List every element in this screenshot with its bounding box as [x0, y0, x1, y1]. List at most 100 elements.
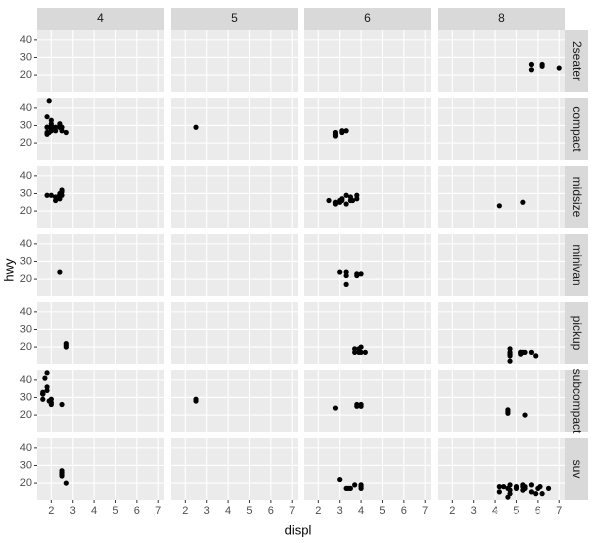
y-tick-label: 40 — [20, 102, 32, 114]
x-tick-label: 3 — [204, 505, 210, 517]
panel — [171, 166, 298, 228]
point — [347, 485, 353, 491]
point — [528, 349, 535, 355]
x-tick-label: 6 — [268, 505, 274, 517]
point — [358, 403, 364, 409]
point — [193, 396, 199, 402]
x-tick-label: 5 — [112, 505, 118, 517]
point — [496, 203, 502, 209]
y-tick-label: 30 — [20, 51, 32, 63]
point — [352, 482, 358, 488]
x-tick-label: 2 — [449, 505, 455, 517]
point — [352, 346, 358, 352]
point — [349, 197, 356, 204]
y-tick-label: 30 — [20, 255, 32, 267]
x-tick-label: 5 — [513, 505, 519, 517]
column-strip-label: 6 — [364, 11, 371, 25]
point — [507, 346, 513, 352]
point — [505, 407, 511, 413]
row-strip-label: midsize — [570, 177, 584, 218]
point — [522, 412, 528, 418]
x-tick-label: 6 — [401, 505, 407, 517]
point — [528, 67, 535, 73]
y-tick-label: 20 — [20, 341, 32, 353]
panel — [438, 370, 565, 432]
point — [46, 398, 52, 404]
point — [496, 484, 502, 490]
panel — [304, 166, 431, 228]
panel — [37, 30, 164, 92]
point — [59, 468, 65, 474]
y-tick-label: 20 — [20, 205, 32, 217]
point — [343, 192, 349, 198]
point — [520, 484, 526, 490]
point — [533, 491, 539, 497]
point — [507, 487, 513, 493]
row-strip-label: compact — [570, 106, 584, 152]
point — [356, 346, 362, 352]
panel — [438, 166, 565, 228]
panel — [37, 370, 164, 432]
point — [354, 192, 360, 198]
column-strip-label: 4 — [97, 11, 104, 25]
x-tick-label: 2 — [48, 505, 54, 517]
y-tick-label: 40 — [20, 306, 32, 318]
x-tick-label: 6 — [134, 505, 140, 517]
point — [59, 192, 65, 198]
point — [339, 129, 345, 136]
y-tick-label: 30 — [20, 459, 32, 471]
point — [528, 61, 535, 68]
point — [42, 375, 48, 381]
point — [337, 269, 343, 275]
row-strip-label: pickup — [570, 316, 584, 351]
point — [40, 391, 46, 397]
x-axis-title: displ — [285, 522, 312, 537]
y-tick-label: 20 — [20, 409, 32, 421]
point — [57, 269, 63, 275]
point — [528, 489, 535, 495]
point — [44, 384, 50, 390]
point — [343, 201, 349, 207]
row-strip — [565, 30, 588, 92]
point — [337, 476, 343, 483]
y-tick-label: 40 — [20, 238, 32, 250]
point — [358, 271, 364, 277]
x-tick-label: 4 — [91, 505, 97, 517]
y-axis-title: hwy — [1, 258, 16, 282]
x-tick-label: 2 — [182, 505, 188, 517]
y-tick-label: 40 — [20, 170, 32, 182]
panel — [438, 98, 565, 160]
x-tick-label: 7 — [556, 505, 562, 517]
point — [533, 353, 539, 359]
point — [545, 485, 552, 491]
point — [326, 197, 332, 204]
watermark: 知乎 @Claire — [478, 507, 567, 524]
panel — [304, 98, 431, 160]
x-tick-label: 7 — [422, 505, 428, 517]
point — [343, 281, 349, 287]
point — [507, 482, 513, 488]
point — [518, 349, 524, 355]
point — [343, 272, 349, 279]
x-tick-label: 3 — [337, 505, 343, 517]
x-tick-label: 3 — [70, 505, 76, 517]
y-tick-label: 20 — [20, 137, 32, 149]
panel — [171, 30, 298, 92]
row-strip — [565, 438, 588, 500]
point — [59, 401, 65, 408]
y-tick-label: 20 — [20, 477, 32, 489]
point — [520, 199, 526, 205]
panel — [304, 302, 431, 364]
point — [496, 489, 502, 495]
panel — [438, 234, 565, 296]
point — [556, 65, 562, 71]
point — [337, 199, 343, 205]
row-strip — [565, 166, 588, 228]
y-tick-label: 40 — [20, 34, 32, 46]
point — [44, 124, 50, 130]
point — [48, 117, 54, 123]
panel — [37, 438, 164, 500]
point — [332, 133, 339, 139]
point — [40, 396, 46, 402]
point — [193, 124, 199, 130]
